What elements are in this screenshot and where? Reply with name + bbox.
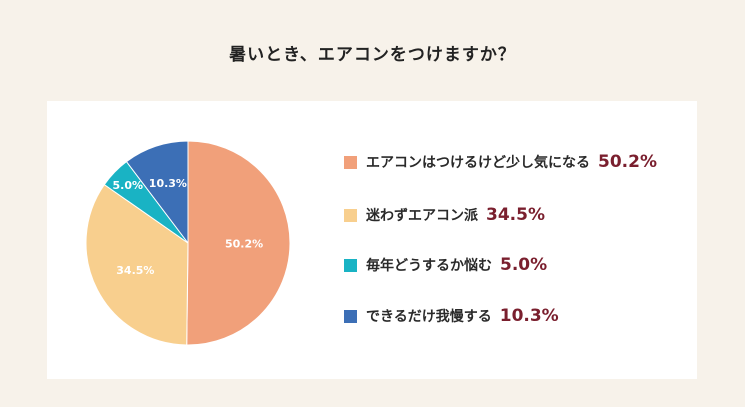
legend-value: 10.3% xyxy=(499,306,559,326)
legend-value: 34.5% xyxy=(486,205,545,225)
pie-slice-aircon-always xyxy=(85,183,189,346)
pie-slice-aircon-worried xyxy=(186,140,291,346)
legend-item-aircon-always: 迷わずエアコン派 34.5% xyxy=(344,200,545,230)
pie-label-aircon-worried: 50.2% xyxy=(225,237,263,250)
legend-value: 5.0% xyxy=(500,255,548,275)
pie-label-aircon-always: 34.5% xyxy=(116,264,154,277)
legend-value: 50.2% xyxy=(598,152,657,172)
legend-swatch xyxy=(344,258,357,272)
chart-title: 暑いとき、エアコンをつけますか？ xyxy=(229,45,516,65)
legend-item-aircon-worried: エアコンはつけるけど少し気になる 50.2% xyxy=(344,147,657,177)
legend-label: 毎年どうするか悩む xyxy=(366,258,492,274)
legend-label: できるだけ我慢する xyxy=(366,309,492,325)
pie-chart: 50.2% 34.5% 5.0% 10.3% xyxy=(85,140,291,346)
legend-item-undecided: 毎年どうするか悩む 5.0% xyxy=(344,250,547,280)
legend-swatch xyxy=(344,309,357,323)
legend-item-endure: できるだけ我慢する 10.3% xyxy=(344,301,559,331)
legend-swatch xyxy=(344,208,357,222)
pie-label-endure: 10.3% xyxy=(149,177,187,190)
legend-label: エアコンはつけるけど少し気になる xyxy=(366,155,590,171)
pie-slice-endure xyxy=(125,140,189,245)
pie-label-undecided: 5.0% xyxy=(112,179,143,192)
legend-swatch xyxy=(344,155,357,169)
legend-label: 迷わずエアコン派 xyxy=(366,208,478,224)
